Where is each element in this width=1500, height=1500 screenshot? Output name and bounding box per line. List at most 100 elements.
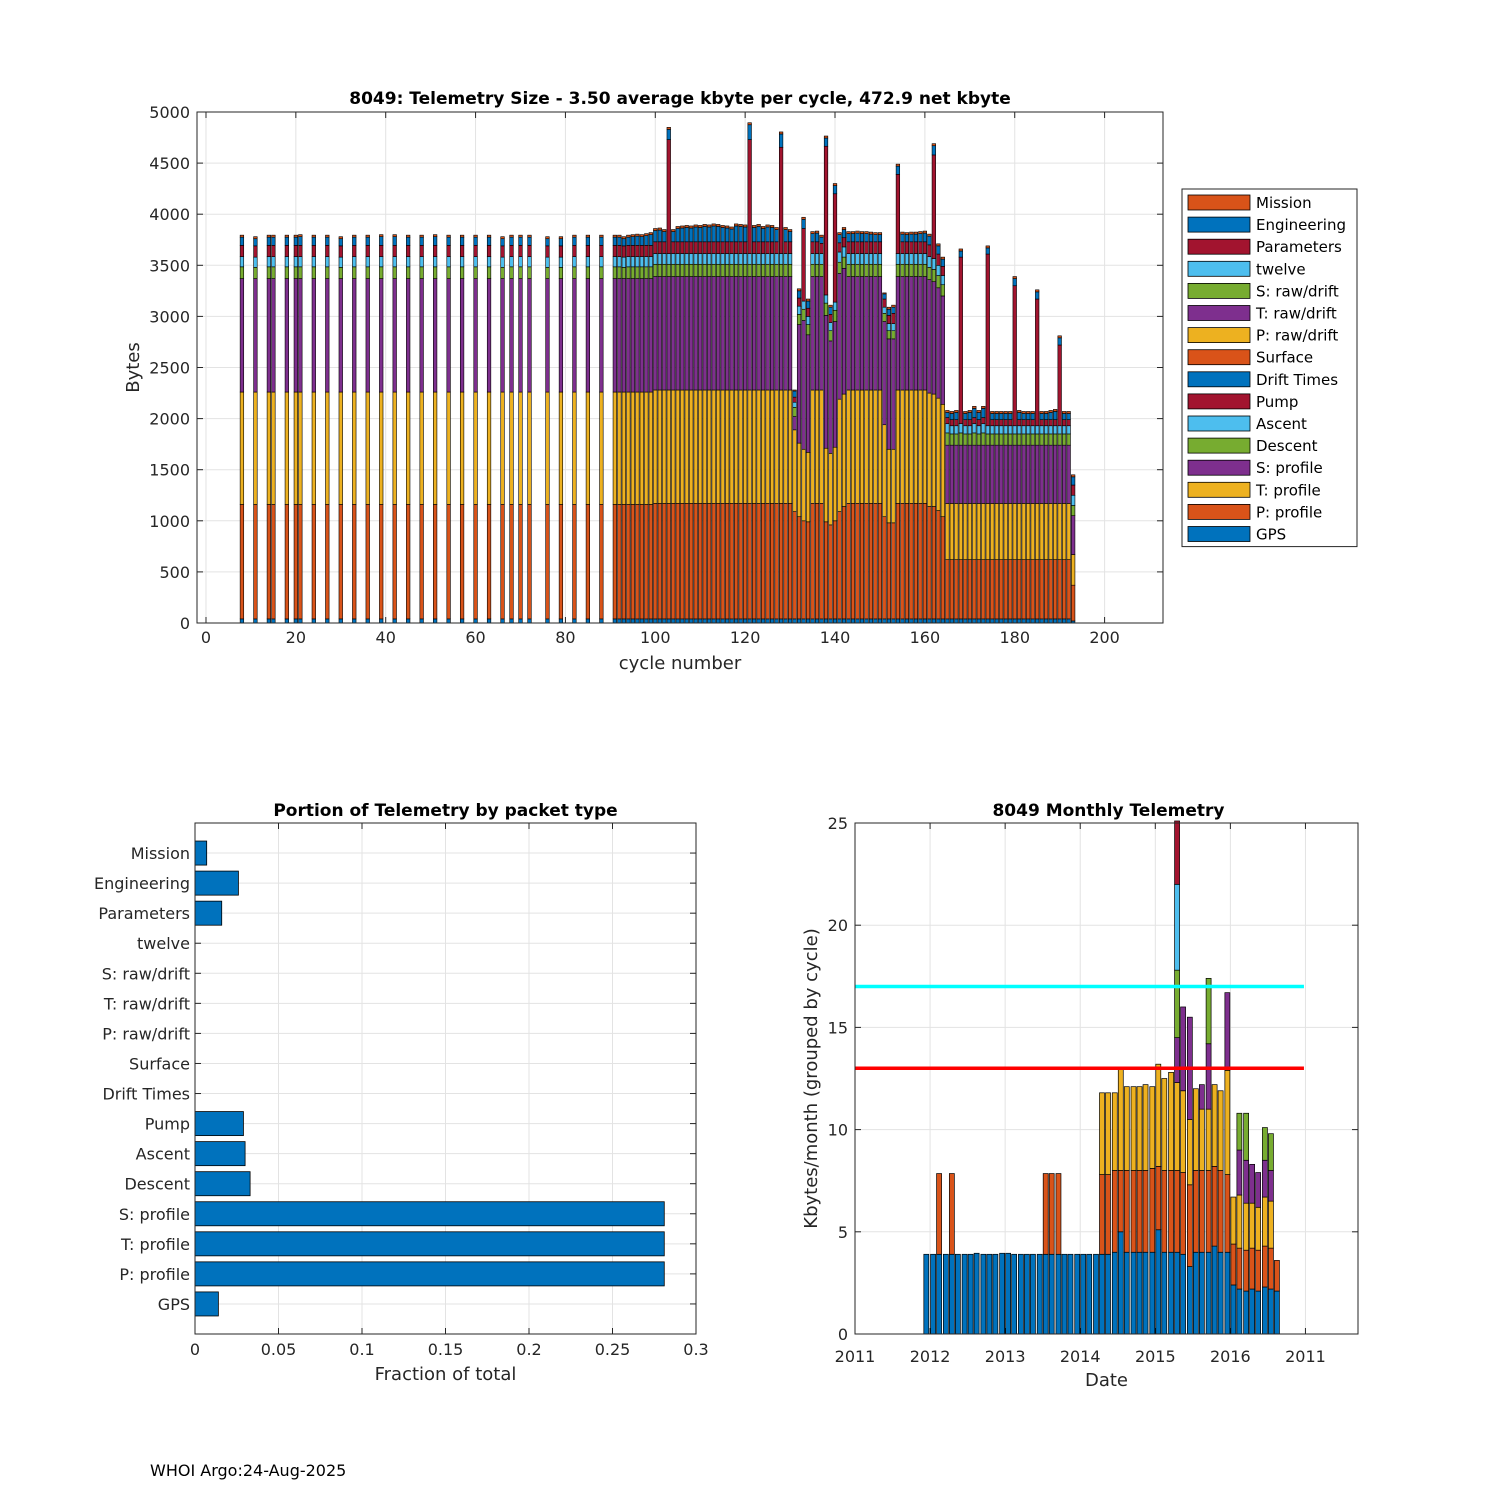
bar-segment <box>756 276 761 391</box>
bar-segment <box>1111 1251 1118 1335</box>
bar-segment <box>1017 433 1022 446</box>
bar-segment <box>599 504 604 620</box>
bar-segment <box>841 506 847 620</box>
bar-segment <box>864 618 869 624</box>
bar-segment <box>406 618 411 624</box>
bar-segment <box>886 315 892 324</box>
bar-segment <box>1003 444 1008 504</box>
bar-segment <box>653 503 658 620</box>
bar-segment <box>1111 1092 1118 1171</box>
bar-segment <box>819 276 824 391</box>
bar-segment <box>770 503 775 620</box>
bar-segment <box>617 618 622 624</box>
bar-segment <box>1035 618 1040 624</box>
bar-segment <box>1021 618 1026 624</box>
bar-segment <box>805 452 811 523</box>
bar-segment <box>680 225 685 229</box>
bar-segment <box>1030 425 1035 435</box>
bar-segment <box>918 618 923 624</box>
bar-segment <box>1003 503 1008 560</box>
bar-segment <box>702 263 707 277</box>
bar-segment <box>1017 559 1022 620</box>
bar-segment <box>630 391 635 505</box>
bar-segment <box>855 389 860 504</box>
bar-segment <box>823 135 829 139</box>
bar-segment <box>1066 503 1071 560</box>
bar-segment <box>796 618 802 624</box>
bar-segment <box>626 391 631 505</box>
bar-segment <box>311 504 316 620</box>
bar-segment <box>918 263 923 277</box>
bar-segment <box>967 412 972 420</box>
bar-segment <box>725 263 730 277</box>
bar-segment <box>1039 413 1044 420</box>
bar-segment <box>850 389 856 504</box>
bar-segment <box>729 503 734 620</box>
x-tick-label: 0.1 <box>349 1340 374 1359</box>
bar-segment <box>828 524 833 620</box>
bar-segment <box>365 234 370 238</box>
bar-segment <box>1105 1092 1111 1175</box>
bar-segment <box>999 419 1004 427</box>
bar-segment <box>509 391 514 505</box>
bar-segment <box>756 263 761 277</box>
bar-segment <box>810 618 815 624</box>
bar-segment <box>770 276 775 391</box>
bar-segment <box>666 503 671 620</box>
bar-segment <box>419 618 424 624</box>
bar-segment <box>271 236 276 246</box>
bar-segment <box>1003 411 1008 414</box>
bar-segment <box>765 389 770 504</box>
bar-segment <box>406 236 411 246</box>
bar-segment <box>1003 618 1008 624</box>
bar-segment <box>1061 1253 1068 1335</box>
legend-label: Ascent <box>1256 415 1307 433</box>
bar-segment <box>1130 1086 1137 1171</box>
bar-segment <box>379 236 384 246</box>
bar-segment <box>392 391 397 505</box>
bar-segment <box>765 618 770 624</box>
bar-segment <box>1255 1206 1262 1251</box>
bar-segment <box>293 256 298 268</box>
bar-segment <box>293 278 298 393</box>
bar-segment <box>689 227 694 243</box>
bar-segment <box>707 263 712 277</box>
bar-segment <box>509 266 514 279</box>
bar-segment <box>814 253 820 265</box>
bar-segment <box>680 227 685 243</box>
bar-segment <box>725 241 730 254</box>
bar-segment <box>298 245 303 257</box>
bar-segment <box>846 503 851 620</box>
bar-segment <box>1099 1174 1105 1255</box>
y-tick-label: Engineering <box>94 874 190 893</box>
bar-segment <box>657 389 662 504</box>
bar-segment <box>365 256 370 268</box>
bar-segment <box>846 253 851 265</box>
bar-segment <box>900 263 905 277</box>
bar-segment <box>486 618 492 624</box>
bar-segment <box>1105 1253 1111 1335</box>
bar-segment <box>913 263 918 277</box>
bar-segment <box>698 225 703 228</box>
bar-segment <box>1268 1200 1274 1249</box>
bar-segment <box>999 618 1004 624</box>
bar-segment <box>1017 503 1022 560</box>
x-axis-label: cycle number <box>619 653 742 674</box>
bar-segment <box>720 253 725 265</box>
bar-segment <box>684 227 689 243</box>
bar-segment <box>1174 820 1180 885</box>
bar-segment <box>940 284 945 297</box>
bar-segment <box>446 256 451 268</box>
bar-segment <box>918 389 923 504</box>
bar-segment <box>689 276 694 391</box>
bar-segment <box>787 618 793 624</box>
bar-segment <box>1053 444 1058 504</box>
bar-segment <box>630 266 635 279</box>
bar-segment <box>972 444 977 504</box>
bar-segment <box>626 504 631 620</box>
bar-segment <box>873 276 878 391</box>
bar-segment <box>648 504 653 620</box>
bar-segment <box>945 618 950 624</box>
bar-segment <box>796 314 802 325</box>
bar-segment <box>680 618 685 624</box>
